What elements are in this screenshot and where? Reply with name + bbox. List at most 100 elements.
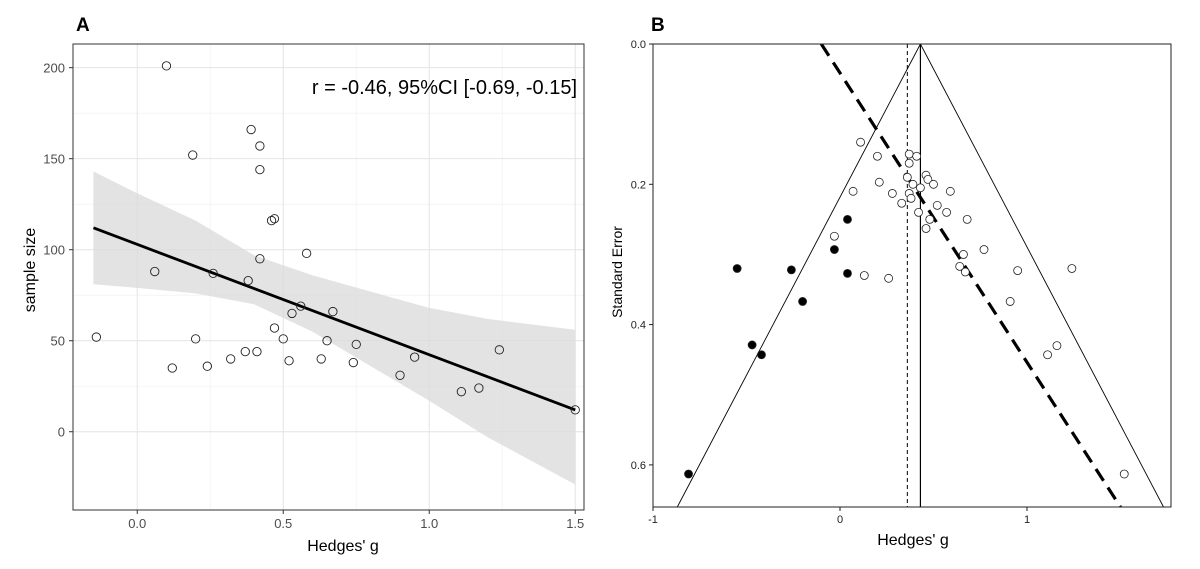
panel-a-data-point	[409, 352, 420, 362]
panel-b-observed-point	[929, 179, 938, 189]
panel-b-imputed-point	[798, 297, 808, 306]
panel-a-confidence-band	[93, 171, 576, 485]
panel-b-observed-point	[1119, 469, 1129, 479]
panel-a-data-point	[494, 345, 504, 355]
panel-a-regression-line	[92, 226, 576, 412]
panel-b-y-tick-label: 0.6	[631, 460, 646, 472]
panel-b-funnel-right-bound	[920, 44, 1164, 507]
panel-b-clip-group	[676, 44, 1164, 507]
panel-b-observed-point	[859, 271, 869, 280]
panel-a-data-point	[456, 387, 467, 397]
panel-b-observed-point	[945, 186, 955, 196]
panel-b-observed-point	[902, 172, 912, 182]
panel-b-x-tick-label: -1	[648, 514, 658, 526]
panel-a-data-point	[316, 354, 326, 364]
panel-a-data-point	[287, 308, 297, 319]
panel-a-data-point	[301, 248, 312, 258]
panel-b-observed-point	[955, 261, 965, 271]
panel-b-x-tick-label: 0	[837, 514, 843, 526]
panel-b-imputed-point	[843, 268, 852, 278]
panel-b-y-axis-title: Standard Error	[609, 226, 625, 318]
panel-b-observed-point	[1005, 297, 1015, 306]
panel-a-data-point	[395, 370, 405, 380]
panel-a-data-point	[202, 361, 212, 371]
panel-a-y-tick-label: 50	[51, 334, 65, 349]
panel-a-x-tick-label: 0.5	[274, 516, 292, 531]
panel-b-observed-point	[912, 151, 922, 161]
panel-b-observed-point	[962, 214, 972, 224]
panel-a-data-point	[150, 266, 160, 277]
panel-a-data-point	[255, 141, 265, 151]
panel-b-observed-point	[921, 224, 931, 233]
panel-a-y-axis-title: sample size	[22, 228, 39, 313]
panel-b-imputed-point	[747, 340, 757, 350]
panel-b-imputed-point	[732, 264, 742, 273]
panel-b-funnel-left-bound	[676, 44, 921, 507]
panel-b-observed-point	[873, 151, 882, 161]
panel-b-observed-point	[874, 177, 884, 187]
panel-b-label: B	[651, 15, 665, 36]
panel-a-x-tick-label: 1.0	[420, 516, 438, 531]
panel-b-plot-area: -1 0 1 0.0 0.2 0.4 0.6	[631, 39, 1172, 526]
panel-b-observed-point	[829, 231, 839, 241]
panel-b-observed-point	[1013, 266, 1023, 275]
panel-b-y-tick-label: 0.0	[631, 39, 646, 51]
panel-a-data-point	[255, 164, 265, 175]
panel-b-observed-point	[906, 193, 916, 203]
panel-a-data-point	[284, 356, 294, 366]
panel-b-observed-point	[932, 200, 942, 210]
panel-b-observed-point	[848, 186, 858, 196]
panel-a-data-point	[226, 354, 236, 364]
panel-b-observed-point	[908, 179, 918, 189]
panel-a-data-point	[208, 268, 218, 279]
panel-a-data-point	[240, 346, 250, 357]
panel-a-data-point	[278, 334, 288, 344]
panel-a-data-point	[322, 336, 332, 346]
panel-a-data-point	[348, 357, 358, 368]
panel-a-correlation-annotation: r = -0.46, 95%CI [-0.69, -0.15]	[312, 77, 577, 99]
panel-b-observed-point	[884, 273, 894, 283]
panel-a-y-tick-label: 150	[43, 152, 65, 167]
panel-a-label: A	[76, 15, 90, 36]
panel-a-data-point	[351, 339, 361, 350]
panel-b-imputed-point	[829, 245, 839, 254]
panel-b-imputed-point	[684, 469, 693, 479]
panel-a-y-tick-label: 200	[43, 61, 65, 76]
panel-a-data-point	[190, 334, 201, 344]
panel-b-observed-point	[1052, 341, 1062, 351]
panel-a-x-axis-title: Hedges' g	[307, 538, 379, 555]
panel-b-observed-point	[923, 174, 933, 184]
panel-a-y-tick-label: 100	[43, 243, 65, 258]
panel-a-data-point	[296, 301, 306, 311]
panel-a-data-point	[243, 275, 253, 286]
panel-a-data-point	[246, 124, 256, 135]
panel-b-observed-point	[904, 149, 914, 159]
panel-b-egger-line	[819, 44, 1122, 507]
panel-a: A 0.0 0.5 1.0 1.5 0 50 100 150 200 Hedges' g sam…	[22, 15, 585, 555]
panel-b-observed-point	[856, 137, 865, 147]
panel-b-imputed-point	[843, 214, 852, 224]
panel-b-observed-point	[979, 245, 989, 254]
panel-b-observed-point	[942, 207, 951, 217]
panel-a-data-point	[474, 383, 484, 393]
panel-b: B -1 0 1 0.0 0.2 0.4 0.6 Hedges' g Standard Er…	[609, 15, 1172, 549]
panel-b-observed-point	[1067, 264, 1077, 273]
panel-a-border	[72, 43, 585, 511]
panel-b-observed-point	[916, 183, 925, 193]
panel-a-data-point	[570, 405, 580, 415]
panel-b-border	[652, 43, 1172, 508]
panel-a-data-point	[328, 306, 338, 317]
panel-b-observed-point	[959, 250, 968, 259]
panel-a-data-point	[269, 214, 280, 224]
panel-b-y-tick-label: 0.2	[631, 179, 646, 191]
panel-b-imputed-point	[786, 265, 796, 275]
panel-b-observed-point	[897, 198, 907, 208]
panel-a-data-point	[252, 346, 262, 357]
panel-a-data-point	[161, 61, 172, 71]
panel-a-data-point	[188, 150, 198, 160]
panel-b-observed-point	[887, 189, 897, 198]
panel-a-x-tick-label: 0.0	[128, 516, 146, 531]
panel-b-imputed-point	[757, 350, 766, 360]
panel-b-y-tick-label: 0.4	[631, 320, 646, 332]
